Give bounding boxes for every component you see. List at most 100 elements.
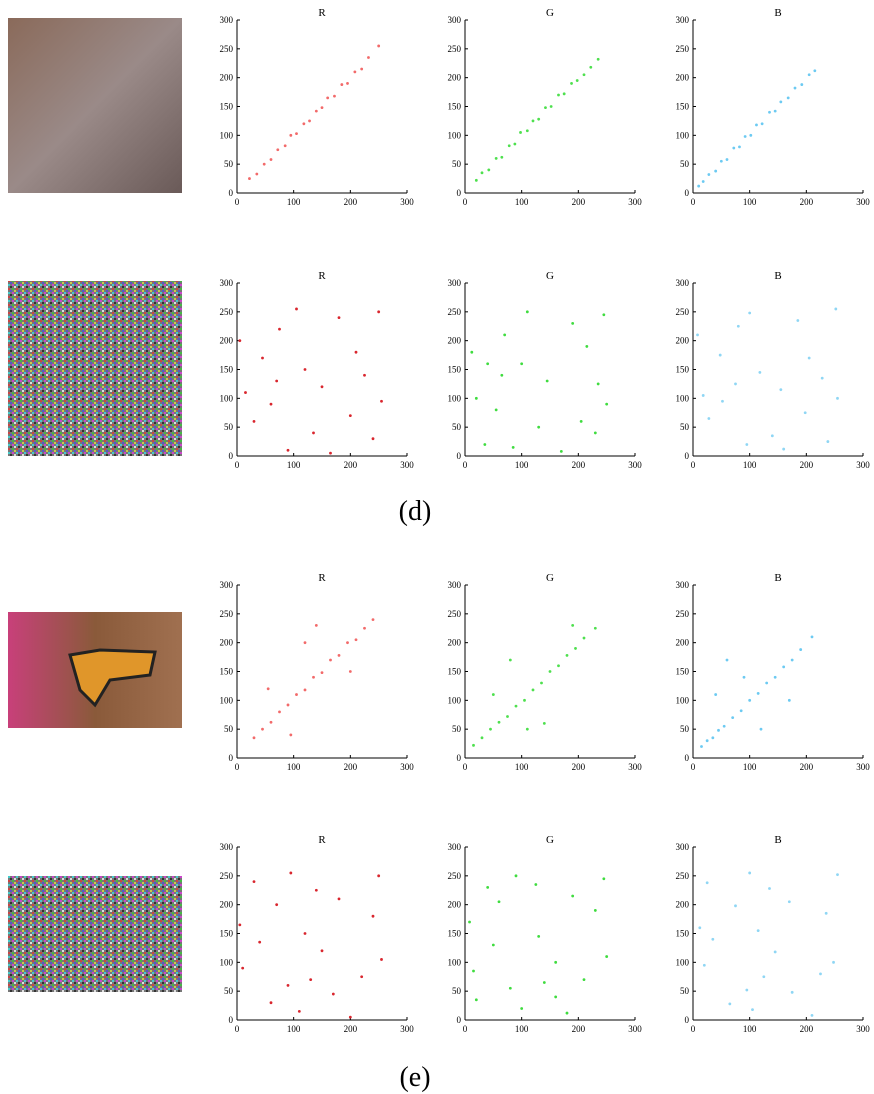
point xyxy=(832,961,835,964)
point xyxy=(554,996,557,999)
x-tick-label: 200 xyxy=(344,197,358,207)
point xyxy=(523,699,526,702)
point xyxy=(707,417,710,420)
x-tick-label: 300 xyxy=(628,460,642,470)
point xyxy=(808,357,811,360)
point xyxy=(571,322,574,325)
x-tick-label: 0 xyxy=(235,460,240,470)
x-tick-label: 300 xyxy=(856,1024,870,1034)
point xyxy=(707,173,710,176)
point xyxy=(321,385,324,388)
point xyxy=(714,693,717,696)
point xyxy=(748,312,751,315)
point xyxy=(779,100,782,103)
chart-title: R xyxy=(318,834,326,846)
point xyxy=(758,371,761,374)
point xyxy=(520,362,523,365)
point xyxy=(743,676,746,679)
x-tick-label: 100 xyxy=(515,197,529,207)
point xyxy=(696,334,699,337)
point xyxy=(503,334,506,337)
point xyxy=(515,874,518,877)
x-tick-label: 300 xyxy=(628,197,642,207)
point xyxy=(570,82,573,85)
point xyxy=(380,400,383,403)
x-tick-label: 100 xyxy=(515,1024,529,1034)
point xyxy=(526,728,529,731)
y-tick-label: 150 xyxy=(220,929,234,939)
point xyxy=(602,877,605,880)
y-tick-label: 50 xyxy=(680,422,690,432)
y-tick-label: 300 xyxy=(448,842,462,852)
point xyxy=(757,692,760,695)
point xyxy=(372,437,375,440)
x-tick-label: 300 xyxy=(400,197,414,207)
point xyxy=(298,1010,301,1013)
chart-title: B xyxy=(774,7,781,19)
point xyxy=(755,124,758,127)
point xyxy=(486,886,489,889)
point xyxy=(495,408,498,411)
point xyxy=(728,1002,731,1005)
point xyxy=(302,122,305,125)
point xyxy=(340,83,343,86)
point xyxy=(253,420,256,423)
point xyxy=(791,659,794,662)
x-tick-label: 100 xyxy=(743,197,757,207)
y-tick-label: 50 xyxy=(224,986,234,996)
point xyxy=(706,881,709,884)
y-tick-label: 150 xyxy=(448,365,462,375)
y-tick-label: 250 xyxy=(448,871,462,881)
point xyxy=(338,316,341,319)
y-tick-label: 200 xyxy=(676,900,690,910)
chart-title: G xyxy=(546,572,554,584)
point xyxy=(472,970,475,973)
point xyxy=(774,951,777,954)
point xyxy=(537,935,540,938)
point xyxy=(275,380,278,383)
point xyxy=(738,145,741,148)
point xyxy=(481,171,484,174)
y-tick-label: 300 xyxy=(448,15,462,25)
point xyxy=(748,699,751,702)
point xyxy=(732,147,735,150)
point xyxy=(580,420,583,423)
chart-title: B xyxy=(774,834,781,846)
point xyxy=(308,120,311,123)
point xyxy=(295,693,298,696)
point xyxy=(270,158,273,161)
point xyxy=(788,699,791,702)
chart-title: B xyxy=(774,270,781,282)
x-tick-label: 100 xyxy=(515,460,529,470)
point xyxy=(489,728,492,731)
encrypted-image xyxy=(8,876,182,992)
point xyxy=(238,923,241,926)
point xyxy=(309,978,312,981)
y-tick-label: 300 xyxy=(220,580,234,590)
point xyxy=(377,45,380,48)
point xyxy=(258,941,261,944)
point xyxy=(329,659,332,662)
y-tick-label: 0 xyxy=(457,753,462,763)
point xyxy=(734,383,737,386)
x-tick-label: 300 xyxy=(856,197,870,207)
point xyxy=(321,671,324,674)
y-tick-label: 0 xyxy=(229,753,234,763)
point xyxy=(278,710,281,713)
y-tick-label: 200 xyxy=(676,638,690,648)
point xyxy=(315,889,318,892)
point xyxy=(475,998,478,1001)
x-tick-label: 0 xyxy=(463,762,468,772)
point xyxy=(726,659,729,662)
point xyxy=(270,721,273,724)
x-tick-label: 200 xyxy=(344,460,358,470)
y-tick-label: 200 xyxy=(220,638,234,648)
original-image xyxy=(8,18,182,193)
point xyxy=(583,73,586,76)
x-tick-label: 100 xyxy=(287,762,301,772)
y-tick-label: 250 xyxy=(220,609,234,619)
y-tick-label: 150 xyxy=(220,667,234,677)
point xyxy=(248,177,251,180)
x-tick-label: 300 xyxy=(856,460,870,470)
point xyxy=(794,87,797,90)
